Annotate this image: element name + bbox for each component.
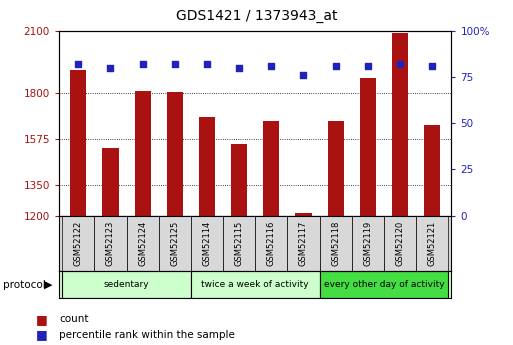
Point: [428, 63, 436, 69]
Text: ■: ■: [36, 328, 48, 341]
Bar: [191, 216, 223, 271]
Bar: [62, 271, 191, 298]
Bar: [295, 213, 311, 216]
Text: GSM52115: GSM52115: [234, 220, 244, 266]
Text: GDS1421 / 1373943_at: GDS1421 / 1373943_at: [176, 9, 337, 23]
Text: GSM52124: GSM52124: [138, 220, 147, 266]
Point: [74, 61, 83, 67]
Text: ■: ■: [36, 313, 48, 326]
Point: [139, 61, 147, 67]
Bar: [360, 78, 376, 216]
Text: GSM52114: GSM52114: [203, 220, 211, 266]
Point: [171, 61, 179, 67]
Bar: [94, 216, 127, 271]
Bar: [352, 216, 384, 271]
Bar: [255, 216, 287, 271]
Bar: [392, 33, 408, 216]
Bar: [103, 148, 119, 216]
Bar: [223, 216, 255, 271]
Text: GSM52125: GSM52125: [170, 220, 180, 266]
Point: [267, 63, 275, 69]
Text: GSM52116: GSM52116: [267, 220, 276, 266]
Text: GSM52123: GSM52123: [106, 220, 115, 266]
Point: [364, 63, 372, 69]
Bar: [424, 125, 440, 216]
Bar: [328, 121, 344, 216]
Bar: [62, 216, 94, 271]
Point: [106, 65, 114, 71]
Point: [396, 61, 404, 67]
Bar: [167, 91, 183, 216]
Text: GSM52118: GSM52118: [331, 220, 340, 266]
Bar: [70, 70, 86, 216]
Bar: [384, 216, 416, 271]
Bar: [191, 271, 320, 298]
Point: [235, 65, 243, 71]
Bar: [159, 216, 191, 271]
Bar: [127, 216, 159, 271]
Point: [331, 63, 340, 69]
Text: sedentary: sedentary: [104, 280, 149, 289]
Text: twice a week of activity: twice a week of activity: [202, 280, 309, 289]
Point: [300, 72, 308, 78]
Text: GSM52120: GSM52120: [396, 220, 404, 266]
Text: GSM52122: GSM52122: [74, 220, 83, 266]
Text: percentile rank within the sample: percentile rank within the sample: [59, 330, 235, 339]
Bar: [199, 117, 215, 216]
Bar: [231, 144, 247, 216]
Text: protocol: protocol: [3, 280, 45, 289]
Text: every other day of activity: every other day of activity: [324, 280, 444, 289]
Bar: [320, 216, 352, 271]
Text: count: count: [59, 314, 89, 324]
Text: GSM52121: GSM52121: [428, 220, 437, 266]
Bar: [287, 216, 320, 271]
Bar: [416, 216, 448, 271]
Bar: [263, 121, 280, 216]
Bar: [320, 271, 448, 298]
Text: GSM52117: GSM52117: [299, 220, 308, 266]
Point: [203, 61, 211, 67]
Bar: [134, 90, 151, 216]
Text: GSM52119: GSM52119: [363, 220, 372, 266]
Text: ▶: ▶: [44, 280, 53, 289]
